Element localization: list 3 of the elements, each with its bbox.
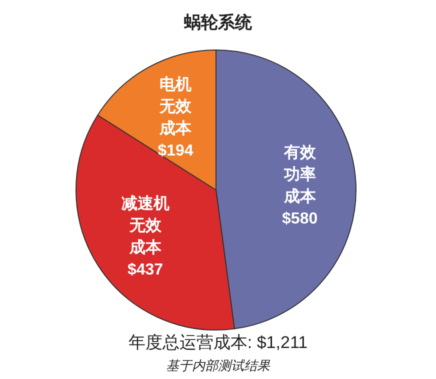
- title: 蜗轮系统: [184, 13, 252, 32]
- annotation: 基于内部测试结果: [166, 358, 270, 373]
- annotation: 年度总运营成本: $1,211: [128, 333, 308, 352]
